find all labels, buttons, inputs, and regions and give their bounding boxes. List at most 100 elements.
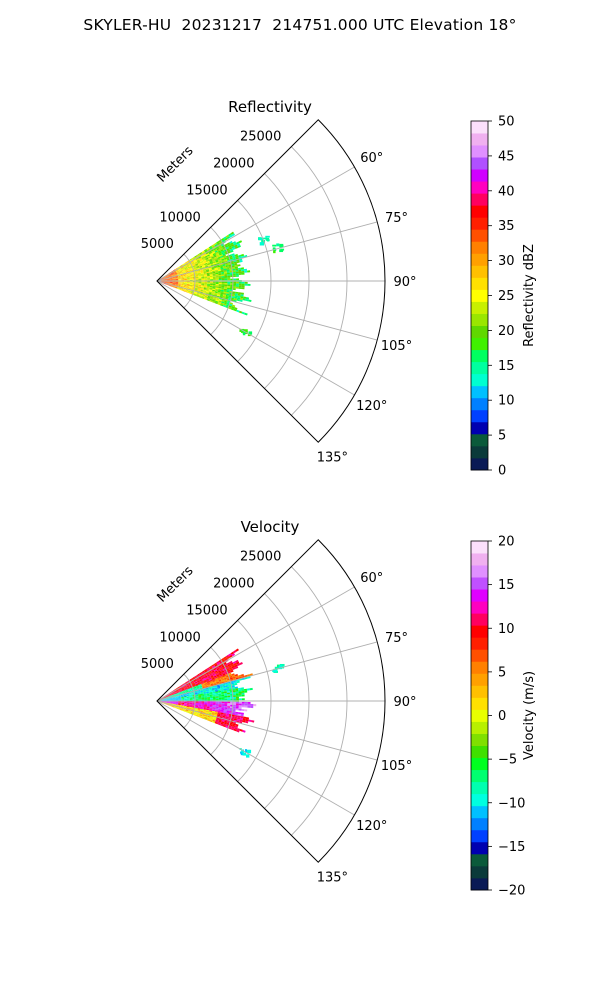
velocity-echo-cell — [186, 705, 190, 707]
velocity-echo-cell — [221, 705, 225, 708]
velocity-echo-cell — [235, 694, 239, 697]
velocity-azimuth-spoke — [156, 586, 355, 702]
reflectivity-title: Reflectivity — [228, 98, 312, 116]
reflectivity-echo-cell — [204, 249, 208, 253]
velocity-echo-cell — [180, 705, 184, 707]
reflectivity-echo-cell — [193, 266, 197, 268]
reflectivity-echo-cell — [195, 285, 199, 287]
reflectivity-echo-cell — [200, 287, 204, 290]
reflectivity-echo-cell — [186, 273, 190, 276]
velocity-echo-cell — [221, 701, 225, 704]
reflectivity-echo-cell — [207, 264, 211, 267]
velocity-echo-cell — [219, 674, 223, 677]
reflectivity-echo-cell — [219, 246, 223, 250]
reflectivity-echo-cell — [172, 283, 176, 284]
reflectivity-echo-cell — [217, 269, 221, 272]
reflectivity-echo-cell — [160, 278, 164, 280]
reflectivity-echo-cell — [226, 292, 230, 294]
reflectivity-echo-cell — [195, 273, 199, 275]
reflectivity-echo-cell — [224, 287, 228, 290]
velocity-echo-cell — [196, 679, 200, 682]
reflectivity-echo-cell — [189, 279, 193, 280]
velocity-echo-cell — [169, 696, 172, 698]
velocity-echo-cell — [223, 723, 227, 726]
reflectivity-echo-cell — [189, 273, 193, 276]
reflectivity-echo-cell — [186, 278, 190, 280]
reflectivity-echo-cell — [174, 287, 178, 289]
velocity-echo-cell — [173, 690, 177, 693]
velocity-echo-cell — [166, 698, 170, 700]
velocity-echo-cell — [224, 703, 228, 705]
reflectivity-echo-cell — [199, 294, 203, 297]
reflectivity-echo-cell — [191, 262, 195, 265]
velocity-echo-cell — [194, 691, 198, 694]
reflectivity-echo-cell — [175, 283, 179, 285]
velocity-echo-cell — [196, 685, 200, 688]
reflectivity-echo-cell — [175, 281, 179, 283]
reflectivity-echo-cell — [226, 255, 230, 258]
reflectivity-colorbar-tick-label: 45 — [498, 149, 515, 164]
velocity-echo-cell — [206, 680, 210, 684]
reflectivity-echo-cell — [233, 275, 237, 278]
reflectivity-echo-cell — [228, 254, 232, 257]
velocity-echo-cell — [163, 701, 167, 703]
reflectivity-echo-cell — [177, 272, 180, 275]
reflectivity-echo-cell — [212, 283, 216, 286]
reflectivity-echo-cell — [193, 259, 197, 263]
velocity-echo-cell — [233, 650, 237, 654]
velocity-echo-cell — [178, 701, 182, 703]
reflectivity-echo-cell — [229, 287, 233, 290]
reflectivity-echo-cell — [221, 276, 225, 278]
velocity-colorbar-tick-label: 15 — [498, 578, 515, 593]
reflectivity-echo-cell — [224, 272, 228, 275]
reflectivity-echo-cell — [182, 270, 186, 272]
velocity-echo-cell — [218, 720, 222, 723]
velocity-echo-cell — [195, 683, 199, 686]
velocity-echo-cell — [228, 674, 232, 677]
velocity-echo-cell — [230, 664, 235, 667]
reflectivity-echo-cell — [174, 274, 178, 276]
velocity-echo-cell — [223, 691, 227, 694]
reflectivity-echo-cell — [166, 278, 170, 280]
velocity-echo-cell — [232, 691, 236, 694]
velocity-echo-cell — [179, 709, 183, 711]
velocity-echo-cell — [181, 699, 185, 700]
velocity-echo-cell — [196, 687, 200, 690]
reflectivity-echo-cell — [188, 290, 192, 292]
velocity-echo-cell — [224, 695, 228, 698]
reflectivity-echo-cell — [176, 271, 180, 274]
reflectivity-echo-cell — [220, 257, 224, 260]
velocity-echo-cell — [228, 665, 232, 669]
reflectivity-echo-cell — [173, 271, 177, 273]
reflectivity-echo-cell — [163, 281, 167, 283]
velocity-echo-cell — [166, 698, 170, 700]
velocity-echo-cell — [215, 708, 219, 711]
velocity-echo-cell — [200, 707, 204, 710]
reflectivity-echo-cell — [225, 265, 229, 268]
reflectivity-echo-cell — [210, 281, 214, 283]
reflectivity-echo-cell — [204, 297, 208, 299]
reflectivity-echo-patch — [272, 247, 276, 251]
velocity-echo-cell — [178, 687, 181, 690]
reflectivity-echo-cell — [228, 305, 232, 308]
velocity-echo-cell — [170, 692, 174, 695]
velocity-echo-cell — [160, 701, 164, 703]
velocity-echo-cell — [225, 716, 229, 719]
reflectivity-echo-cell — [222, 304, 227, 308]
velocity-echo-cell — [207, 684, 211, 687]
velocity-echo-cell — [182, 710, 186, 712]
velocity-echo-cell — [195, 677, 199, 680]
velocity-echo-cell — [199, 685, 203, 688]
velocity-echo-cell — [232, 711, 236, 714]
velocity-echo-cell — [163, 697, 167, 699]
velocity-echo-cell — [186, 706, 190, 709]
velocity-echo-cell — [178, 703, 182, 705]
reflectivity-angle-label: 105° — [381, 339, 412, 354]
velocity-echo-cell — [227, 706, 231, 708]
reflectivity-echo-cell — [171, 273, 175, 276]
reflectivity-echo-cell — [202, 294, 206, 297]
reflectivity-echo-cell — [198, 284, 202, 287]
velocity-echo-cell — [211, 670, 215, 673]
velocity-echo-cell — [221, 671, 225, 675]
reflectivity-echo-cell — [178, 279, 182, 281]
